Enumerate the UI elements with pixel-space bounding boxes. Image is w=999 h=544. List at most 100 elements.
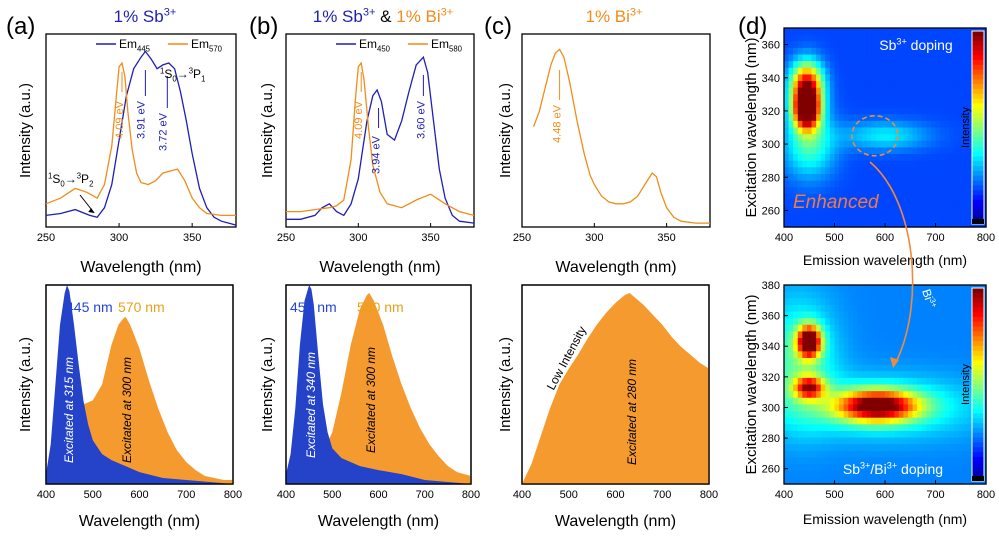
heatmap-cell bbox=[857, 200, 863, 208]
heatmap-cell bbox=[843, 107, 849, 115]
x-axis-label: Emission wavelength (nm) bbox=[803, 252, 967, 268]
heatmap-cell bbox=[885, 331, 891, 339]
heatmap-cell bbox=[843, 291, 849, 299]
heatmap-cell bbox=[852, 94, 859, 102]
heatmap-cell bbox=[912, 193, 918, 202]
heatmap-cell bbox=[889, 470, 895, 478]
heatmap-cell bbox=[963, 450, 969, 459]
heatmap-cell bbox=[834, 364, 840, 372]
heatmap-cell bbox=[930, 285, 937, 293]
heatmap-cell bbox=[866, 311, 872, 319]
heatmap-cell bbox=[797, 338, 803, 346]
heatmap-cell bbox=[880, 338, 886, 346]
colorbar-cell bbox=[972, 447, 984, 453]
heatmap-cell bbox=[829, 34, 836, 42]
heatmap-cell bbox=[797, 351, 803, 359]
heatmap-cell bbox=[958, 120, 964, 129]
colorbar-cell bbox=[972, 389, 984, 395]
heatmap-cell bbox=[839, 140, 845, 148]
heatmap-cell bbox=[820, 200, 826, 208]
colorbar-cell bbox=[972, 292, 984, 299]
heatmap-cell bbox=[898, 41, 904, 49]
heatmap-cell bbox=[825, 74, 831, 82]
heatmap-cell bbox=[829, 304, 836, 313]
heatmap-cell bbox=[862, 154, 868, 162]
heatmap-cell bbox=[940, 351, 946, 359]
heatmap-cell bbox=[935, 291, 941, 299]
x-axis-label: Wavelength (nm) bbox=[79, 513, 200, 530]
heatmap-cell bbox=[875, 477, 882, 485]
heatmap-cell bbox=[811, 114, 817, 122]
heatmap-cell bbox=[967, 67, 973, 76]
heatmap-cell bbox=[894, 120, 900, 129]
heatmap-cell bbox=[848, 140, 854, 148]
heatmap-cell bbox=[926, 94, 932, 102]
heatmap-cell bbox=[843, 437, 849, 445]
heatmap-cell bbox=[811, 291, 817, 299]
heatmap-cell bbox=[802, 371, 808, 379]
heatmap-cell bbox=[862, 213, 868, 221]
heatmap-cell bbox=[953, 207, 960, 215]
heatmap-cell bbox=[820, 371, 826, 379]
heatmap-cell bbox=[940, 357, 946, 366]
heatmap-cell bbox=[820, 344, 826, 352]
peak-label: 570 nm bbox=[118, 299, 165, 315]
heatmap-cell bbox=[949, 444, 955, 452]
heatmap-cell bbox=[811, 304, 817, 313]
heatmap-cell bbox=[857, 470, 863, 478]
colorbar-cell bbox=[972, 98, 984, 104]
heatmap-cell bbox=[889, 34, 895, 42]
heatmap-cell bbox=[885, 384, 891, 392]
heatmap-cell bbox=[843, 74, 849, 82]
heatmap-cell bbox=[944, 114, 950, 122]
heatmap-cell bbox=[940, 167, 946, 175]
heatmap-cell bbox=[963, 100, 969, 109]
heatmap-cell bbox=[829, 384, 836, 392]
heatmap-cell bbox=[811, 87, 817, 95]
heatmap-cell bbox=[912, 114, 918, 122]
x-tick-label: 800 bbox=[462, 489, 480, 501]
heatmap-cell bbox=[912, 477, 918, 485]
heatmap-cell bbox=[935, 417, 941, 425]
heatmap-cell bbox=[843, 28, 849, 36]
heatmap-cell bbox=[871, 470, 877, 478]
heatmap-cell bbox=[940, 187, 946, 195]
heatmap-cell bbox=[839, 311, 845, 319]
heatmap-cell bbox=[921, 213, 927, 221]
heatmap-cell bbox=[784, 200, 790, 208]
heatmap-cell bbox=[871, 285, 877, 293]
heatmap-cell bbox=[806, 357, 813, 366]
heatmap-cell bbox=[953, 87, 960, 95]
heatmap-cell bbox=[894, 464, 900, 472]
heatmap-cell bbox=[806, 477, 813, 485]
heatmap-cell bbox=[958, 450, 964, 459]
heatmap-cell bbox=[885, 187, 891, 195]
heatmap-cell bbox=[907, 411, 914, 419]
heatmap-cell bbox=[940, 424, 946, 432]
heatmap-cell bbox=[926, 213, 932, 221]
heatmap-cell bbox=[811, 450, 817, 459]
y-tick-label: 260 bbox=[762, 464, 780, 476]
heatmap-cell bbox=[820, 377, 826, 386]
heatmap-cell bbox=[963, 67, 969, 76]
heatmap-cell bbox=[894, 318, 900, 326]
heatmap-cell bbox=[843, 444, 849, 452]
heatmap-cell bbox=[875, 220, 882, 228]
y-axis-label: Excitation wavelength (nm) bbox=[743, 294, 760, 474]
heatmap-cell bbox=[802, 47, 808, 56]
heatmap-cell bbox=[816, 457, 822, 465]
heatmap-cell bbox=[825, 167, 831, 175]
heatmap-cell bbox=[784, 450, 790, 459]
heatmap-cell bbox=[816, 324, 822, 333]
heatmap-cell bbox=[953, 67, 960, 76]
heatmap-cell bbox=[788, 338, 794, 346]
heatmap-cell bbox=[816, 338, 822, 346]
heatmap-cell bbox=[820, 213, 826, 221]
heatmap-cell bbox=[926, 411, 932, 419]
heatmap-cell bbox=[921, 411, 927, 419]
heatmap-cell bbox=[949, 384, 955, 392]
heatmap-cell bbox=[894, 200, 900, 208]
heatmap-cell bbox=[806, 134, 813, 142]
heatmap-cell bbox=[875, 351, 882, 359]
heatmap-cell bbox=[843, 213, 849, 221]
